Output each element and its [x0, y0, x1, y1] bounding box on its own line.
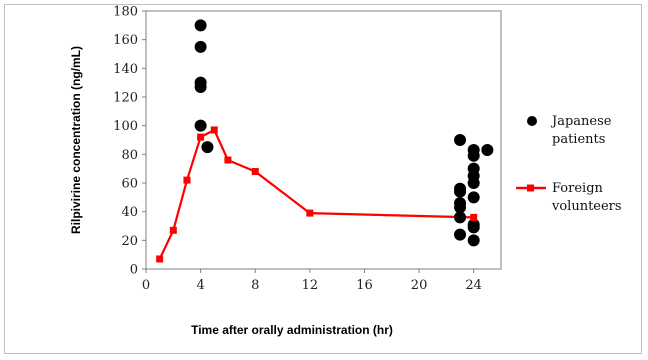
data-marks	[156, 19, 494, 263]
x-tick-label: 20	[411, 278, 428, 293]
y-tick-label: 100	[113, 119, 138, 134]
plot-area	[145, 10, 502, 270]
foreign-volunteers-point	[169, 226, 177, 234]
legend-japanese-marker	[527, 116, 537, 126]
y-axis-title: Rilpivirine concentration (ng/mL)	[69, 46, 83, 234]
japanese-patients-point	[454, 134, 467, 146]
japanese-patients-point	[467, 149, 480, 162]
x-axis-title: Time after orally administration (hr)	[191, 323, 393, 337]
japanese-patients-point	[467, 234, 480, 247]
y-tick-label: 180	[113, 5, 138, 20]
y-tick-label: 120	[113, 91, 138, 106]
japanese-patients-point	[194, 119, 207, 132]
japanese-patients-point	[467, 191, 480, 204]
japanese-patients-point	[194, 19, 207, 32]
japanese-patients-point	[454, 185, 467, 198]
y-tick-label: 80	[121, 148, 138, 163]
x-tick-label: 4	[196, 278, 204, 293]
x-tick-label: 0	[142, 278, 150, 293]
y-tick-label: 0	[130, 263, 138, 278]
legend-foreign-marker	[527, 184, 534, 192]
japanese-patients-point	[454, 201, 467, 214]
x-tick-label: 24	[465, 278, 482, 293]
y-tick-label: 40	[121, 205, 138, 220]
legend: Japanese patients Foreign volunteers	[516, 114, 622, 214]
japanese-patients-point	[194, 80, 207, 93]
foreign-volunteers-point	[183, 176, 191, 184]
japanese-patients-point	[454, 228, 467, 241]
japanese-patients-point	[467, 221, 480, 234]
legend-foreign-label-1: Foreign	[552, 181, 604, 196]
foreign-volunteers-point	[470, 213, 478, 221]
y-tick-label: 60	[121, 177, 138, 192]
japanese-patients-point	[201, 141, 214, 154]
x-tick-label: 12	[302, 278, 319, 293]
legend-japanese-label-1: Japanese	[550, 114, 612, 129]
foreign-volunteers-point	[251, 168, 259, 176]
foreign-volunteers-point	[197, 133, 205, 141]
japanese-patients-point	[481, 144, 494, 157]
foreign-volunteers-point	[224, 156, 232, 164]
y-tick-label: 160	[113, 33, 138, 48]
y-tick-label: 20	[121, 234, 138, 249]
y-axis-ticks: 0 20 40 60 80 100 120 140 160 180	[113, 5, 146, 278]
japanese-patients-point	[467, 177, 480, 189]
foreign-volunteers-point	[306, 209, 314, 217]
legend-foreign-label-2: volunteers	[551, 199, 622, 214]
japanese-patients-point	[454, 211, 467, 224]
y-tick-label: 140	[113, 62, 138, 77]
foreign-volunteers-point	[210, 126, 218, 134]
legend-japanese-label-2: patients	[552, 132, 605, 147]
x-tick-label: 8	[251, 278, 259, 293]
foreign-volunteers-point	[156, 255, 164, 263]
x-tick-label: 16	[356, 278, 373, 293]
x-axis-ticks: 0 4 8 12 16 20 24	[142, 269, 482, 293]
japanese-patients-point	[194, 40, 207, 53]
